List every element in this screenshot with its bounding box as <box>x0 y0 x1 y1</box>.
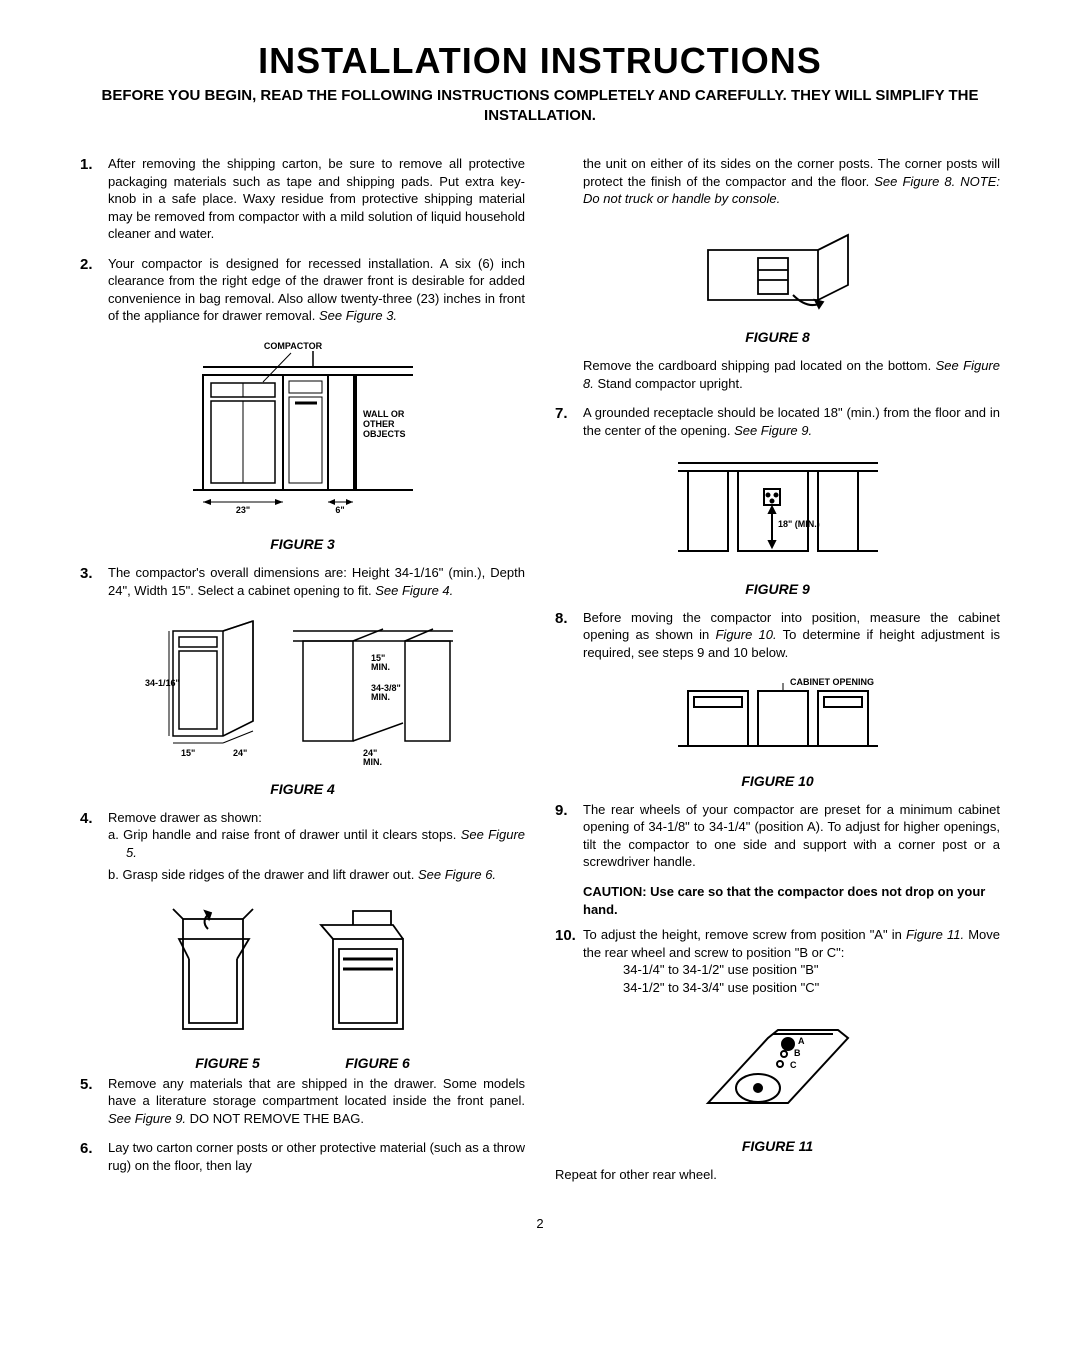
step-text: Your compactor is designed for recessed … <box>108 255 525 325</box>
left-column: 1. After removing the shipping carton, b… <box>80 155 525 1186</box>
step-text: Remove drawer as shown: a. Grip handle a… <box>108 809 525 887</box>
dim-23: 23" <box>235 505 249 515</box>
step-4: 4. Remove drawer as shown: a. Grip handl… <box>80 809 525 887</box>
step-text: Lay two carton corner posts or other pro… <box>108 1139 525 1174</box>
step-10: 10. To adjust the height, remove screw f… <box>555 926 1000 996</box>
step-4a: a. Grip handle and raise front of drawer… <box>126 826 525 861</box>
figure-6-caption: FIGURE 6 <box>345 1054 410 1073</box>
figure-9: 18" (MIN.) <box>555 451 1000 576</box>
figure-10-caption: FIGURE 10 <box>555 772 1000 791</box>
step-text: The compactor's overall dimensions are: … <box>108 564 525 599</box>
step-6-cont: the unit on either of its sides on the c… <box>555 155 1000 208</box>
text: Remove any materials that are shipped in… <box>108 1076 525 1109</box>
figure-3-caption: FIGURE 3 <box>80 535 525 554</box>
figure-11: A B C <box>555 1008 1000 1133</box>
ref: See Figure 4. <box>375 583 453 598</box>
step-6-tail: Remove the cardboard shipping pad locate… <box>583 357 1000 392</box>
ref: See Figure 9. <box>734 423 812 438</box>
dim-6: 6" <box>335 505 344 515</box>
dim-h: 34-1/16" <box>145 678 180 688</box>
dim-min15: 15"MIN. <box>371 653 390 672</box>
label-compactor: COMPACTOR <box>263 341 322 351</box>
text: Stand compactor upright. <box>594 376 743 391</box>
figure-9-caption: FIGURE 9 <box>555 580 1000 599</box>
text: Remove the cardboard shipping pad locate… <box>583 358 936 373</box>
step-num-blank <box>555 155 583 208</box>
page-subtitle: BEFORE YOU BEGIN, READ THE FOLLOWING INS… <box>80 86 1000 125</box>
repeat-text: Repeat for other rear wheel. <box>555 1166 1000 1184</box>
caution-text: CAUTION: Use care so that the compactor … <box>583 883 1000 918</box>
step-num: 2. <box>80 255 108 325</box>
step-5: 5. Remove any materials that are shipped… <box>80 1075 525 1128</box>
figure-5-caption: FIGURE 5 <box>195 1054 260 1073</box>
step-4b: b. Grasp side ridges of the drawer and l… <box>126 866 525 884</box>
text: The compactor's overall dimensions are: … <box>108 565 525 598</box>
dim-outlet: 18" (MIN.) <box>778 519 820 529</box>
text: Your compactor is designed for recessed … <box>108 256 525 324</box>
step-num: 1. <box>80 155 108 243</box>
step-7: 7. A grounded receptacle should be locat… <box>555 404 1000 439</box>
step-text: To adjust the height, remove screw from … <box>583 926 1000 996</box>
figure-8-caption: FIGURE 8 <box>555 328 1000 347</box>
dim-min34: 34-3/8"MIN. <box>371 683 401 702</box>
figure-10: CABINET OPENING <box>555 673 1000 768</box>
pos-line-2: 34-1/2" to 34-3/4" use position "C" <box>623 979 1000 997</box>
label-cabinet-opening: CABINET OPENING <box>790 677 874 687</box>
text: b. Grasp side ridges of the drawer and l… <box>108 867 418 882</box>
dim-d: 24" <box>233 748 247 758</box>
step-num: 9. <box>555 801 583 871</box>
ref: See Figure 6. <box>418 867 496 882</box>
step-num: 6. <box>80 1139 108 1174</box>
content-columns: 1. After removing the shipping carton, b… <box>80 155 1000 1186</box>
text: Remove drawer as shown: <box>108 809 525 827</box>
pos-line-1: 34-1/4" to 34-1/2" use position "B" <box>623 961 1000 979</box>
step-text: The rear wheels of your compactor are pr… <box>583 801 1000 871</box>
step-3: 3. The compactor's overall dimensions ar… <box>80 564 525 599</box>
ref: Figure 11. <box>906 927 964 942</box>
step-text: After removing the shipping carton, be s… <box>108 155 525 243</box>
right-column: the unit on either of its sides on the c… <box>555 155 1000 1186</box>
text: a. Grip handle and raise front of drawer… <box>108 827 461 842</box>
ref: Figure 10. <box>715 627 776 642</box>
figure-4: 34-1/16" 15" 24" 15"MIN. <box>80 611 525 776</box>
label-wall: WALL OR OTHER OBJECTS <box>363 409 407 439</box>
figure-5-6: FIGURE 5 FIGURE 6 <box>80 899 525 1072</box>
step-text: Remove any materials that are shipped in… <box>108 1075 525 1128</box>
pos-c: C <box>790 1060 797 1070</box>
figure-8 <box>555 220 1000 325</box>
dim-min24: 24"MIN. <box>363 748 382 767</box>
ref: See Figure 9. <box>108 1111 186 1126</box>
step-2: 2. Your compactor is designed for recess… <box>80 255 525 325</box>
figure-11-caption: FIGURE 11 <box>555 1137 1000 1156</box>
step-text: Before moving the compactor into positio… <box>583 609 1000 662</box>
text: DO NOT REMOVE THE BAG. <box>186 1111 364 1126</box>
figure-3: COMPACTOR WALL OR <box>80 337 525 532</box>
step-num: 4. <box>80 809 108 887</box>
pos-a: A <box>798 1036 805 1046</box>
dim-w: 15" <box>181 748 195 758</box>
page-number: 2 <box>80 1216 1000 1231</box>
step-num: 3. <box>80 564 108 599</box>
step-text: A grounded receptacle should be located … <box>583 404 1000 439</box>
pos-b: B <box>794 1048 801 1058</box>
figure-4-caption: FIGURE 4 <box>80 780 525 799</box>
step-6: 6. Lay two carton corner posts or other … <box>80 1139 525 1174</box>
step-num: 7. <box>555 404 583 439</box>
step-text: the unit on either of its sides on the c… <box>583 155 1000 208</box>
text: To adjust the height, remove screw from … <box>583 927 906 942</box>
step-8: 8. Before moving the compactor into posi… <box>555 609 1000 662</box>
step-9: 9. The rear wheels of your compactor are… <box>555 801 1000 871</box>
page-title: INSTALLATION INSTRUCTIONS <box>80 40 1000 82</box>
step-num: 5. <box>80 1075 108 1128</box>
step-num: 10. <box>555 926 583 996</box>
ref: See Figure 3. <box>319 308 397 323</box>
step-1: 1. After removing the shipping carton, b… <box>80 155 525 243</box>
step-num: 8. <box>555 609 583 662</box>
